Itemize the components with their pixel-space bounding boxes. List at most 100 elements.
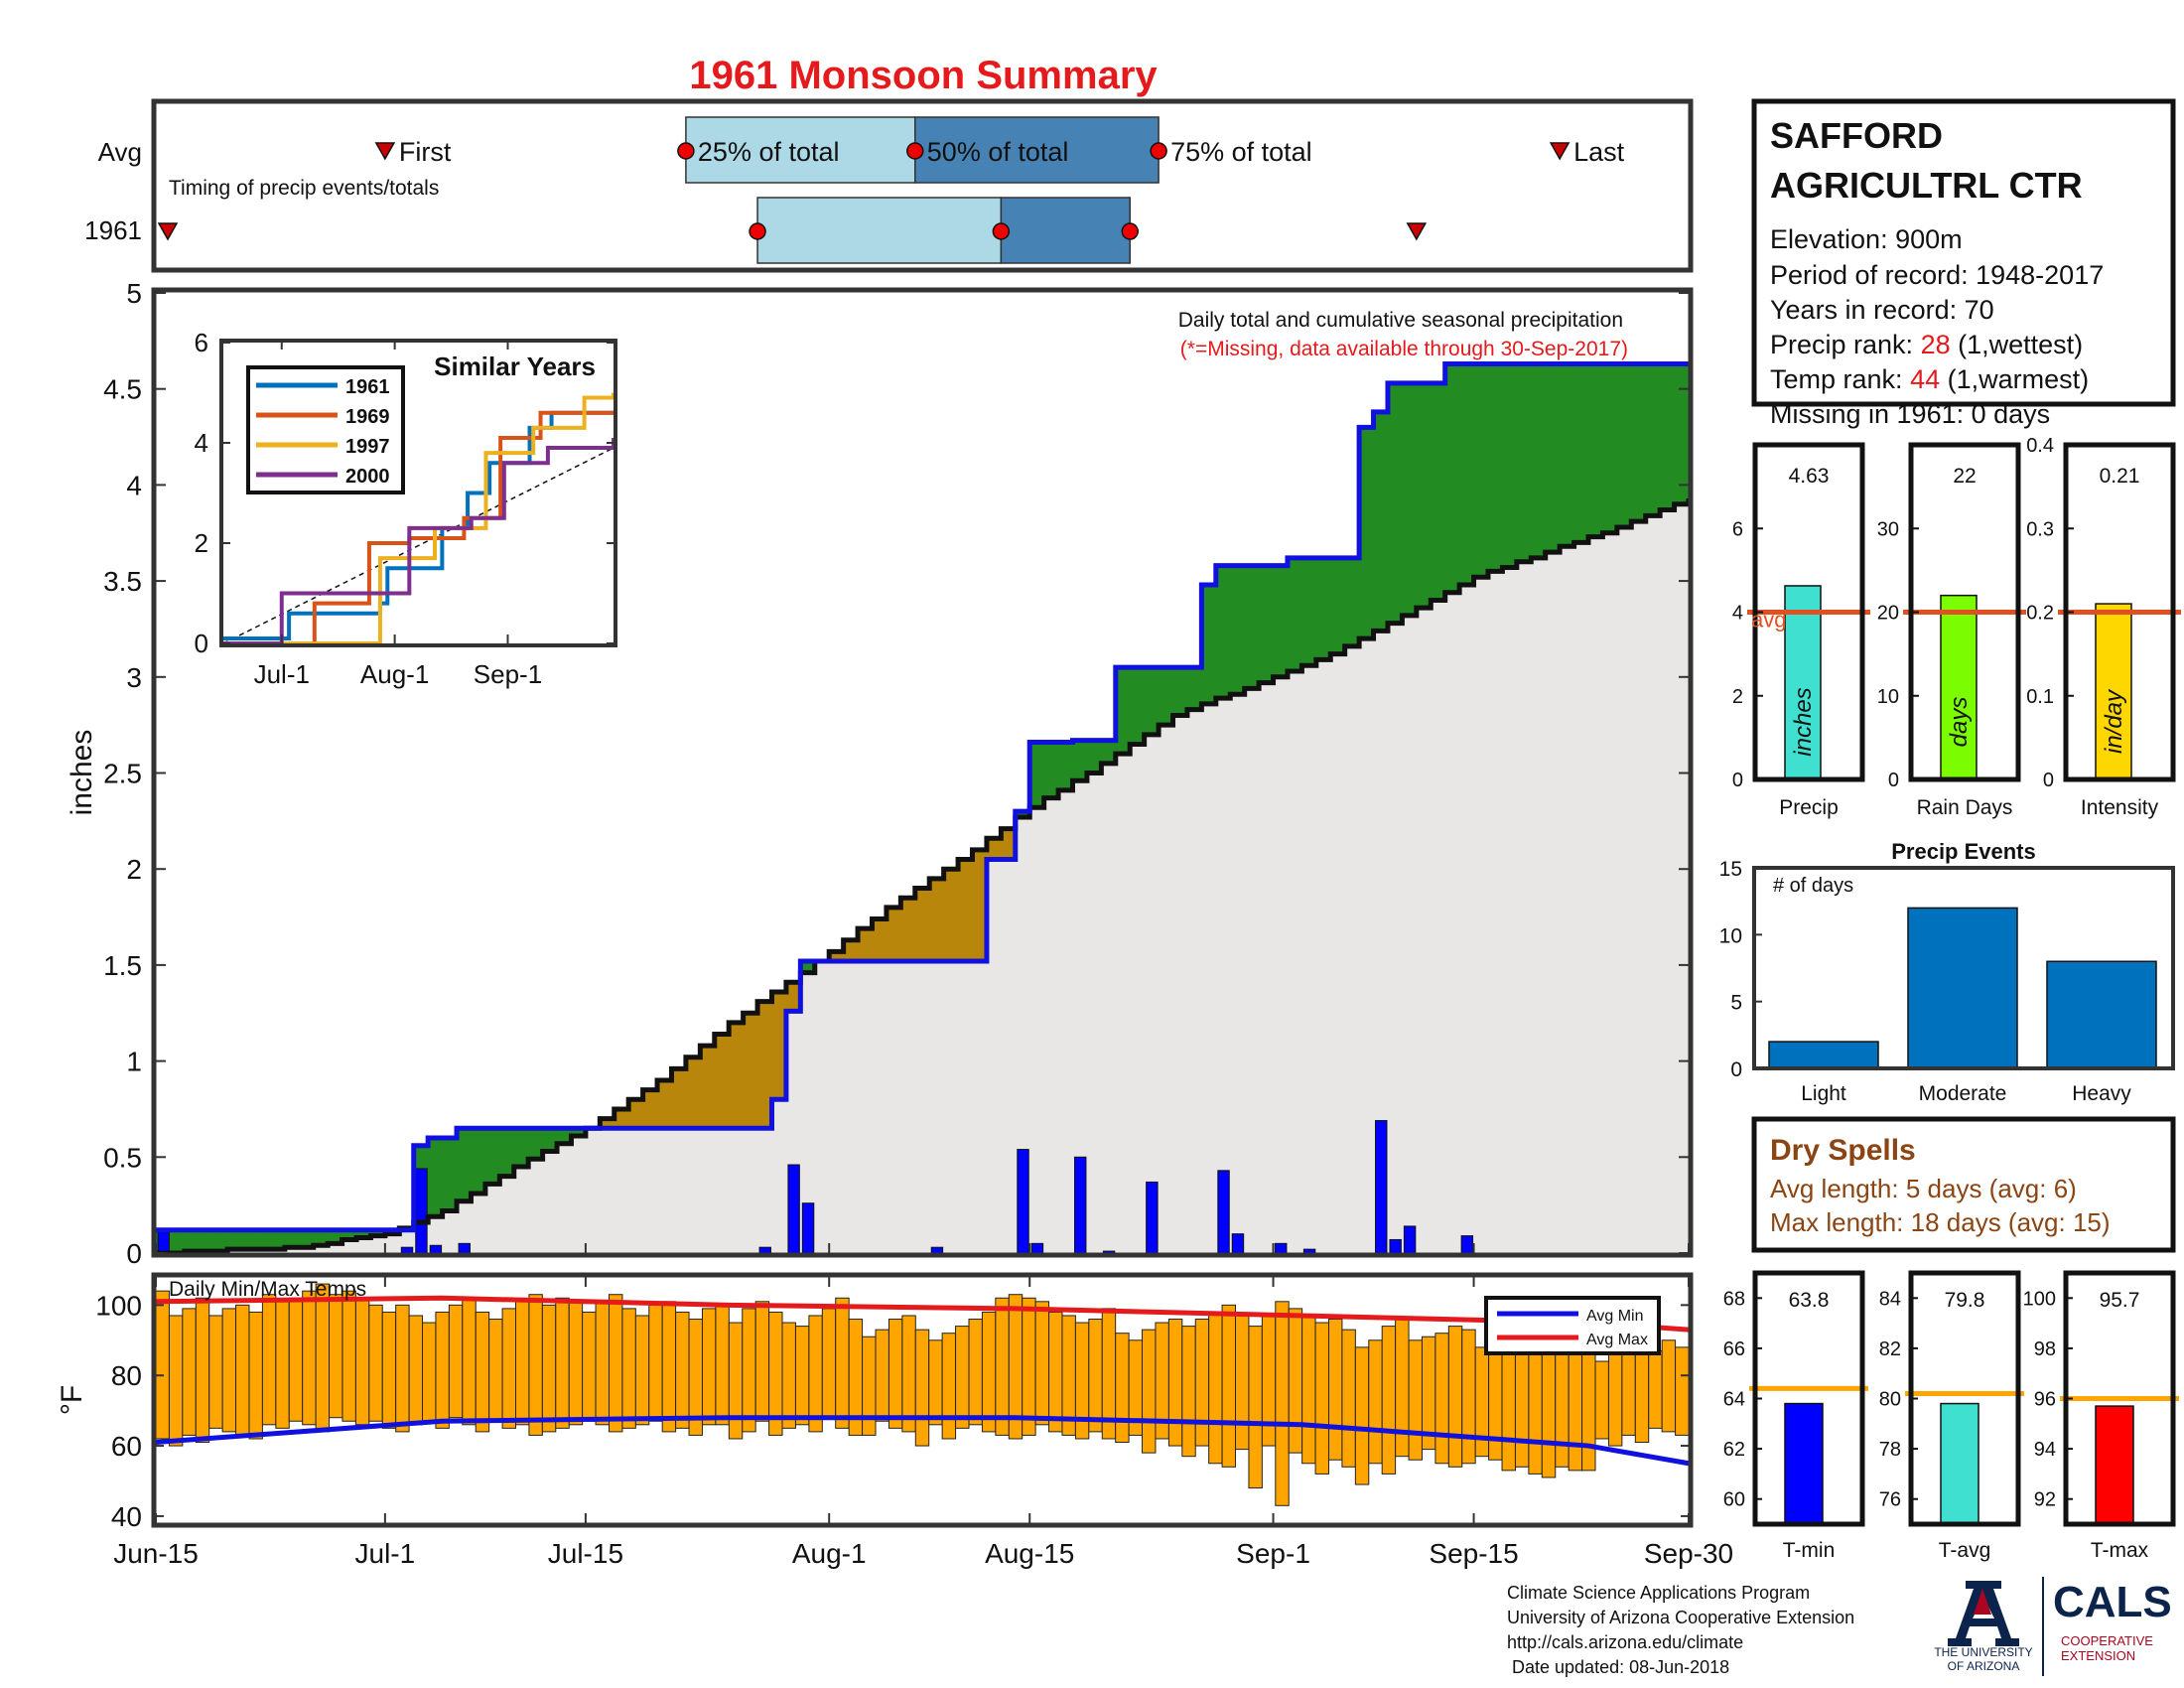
university-logo: THE UNIVERSITY OF ARIZONA CALS COOPERATI… [1934, 1577, 2172, 1676]
timing-percentile-marker [1121, 222, 1139, 240]
temp-summary-tick-label: 76 [1879, 1489, 1901, 1511]
below-average-area [628, 1099, 644, 1129]
temp-y-tick-label: 60 [111, 1431, 142, 1462]
daily-temp-bar [1607, 1339, 1623, 1447]
daily-precip-bar [400, 1246, 414, 1254]
daily-temp-bar [968, 1319, 983, 1426]
temp-y-tick-label: 40 [111, 1501, 142, 1532]
above-average-area [1560, 363, 1575, 547]
precip-events-title: Precip Events [1891, 839, 2036, 864]
summary-avg-label: avg [1751, 608, 1786, 633]
temp-summary-tick-label: 82 [1879, 1338, 1901, 1360]
above-average-area [284, 1229, 300, 1248]
similar-years-legend: 1961 1969 1997 2000 [246, 365, 405, 494]
daily-precip-bar [1275, 1242, 1288, 1254]
above-average-area [341, 1229, 357, 1240]
temp-summary-tick-label: 80 [1879, 1389, 1901, 1411]
above-average-area [471, 1128, 486, 1195]
precip-events-bars: 0 5 10 15 Light Moderate Heavy [1719, 858, 2157, 1105]
similar-years-lines [222, 392, 615, 645]
daily-temp-bar [1648, 1349, 1663, 1429]
daily-temp-bar [1434, 1333, 1449, 1465]
similar-year-line-1997 [223, 392, 615, 645]
daily-temp-bar [875, 1329, 889, 1422]
inset-x-tick-label: Jul-1 [254, 659, 310, 689]
daily-temp-bar [488, 1319, 503, 1422]
daily-temp-bar [1088, 1319, 1103, 1433]
above-average-area [1101, 740, 1117, 764]
temp-summary-value: 63.8 [1789, 1289, 1830, 1312]
daily-temp-bar [368, 1304, 383, 1422]
daily-precip-bar [930, 1246, 944, 1254]
footer-line-4: Date updated: 08-Jun-2018 [1512, 1657, 1729, 1677]
summary-tick-label: 4 [1732, 603, 1743, 625]
figure-title: 1961 Monsoon Summary [689, 54, 1158, 97]
above-average-area [1230, 565, 1246, 695]
x-tick-label: Jun-15 [113, 1538, 199, 1569]
daily-temp-bar [381, 1311, 397, 1429]
above-average-area [1058, 742, 1074, 790]
inset-y-tick-label: 4 [195, 428, 208, 458]
temp-summary-tick-label: 98 [2034, 1338, 2056, 1360]
above-average-area [1115, 667, 1131, 755]
daily-temp-bar [1395, 1319, 1410, 1458]
event-category-label: Moderate [1919, 1082, 2007, 1105]
station-name-1: SAFFORD [1770, 115, 1943, 156]
event-category-label: Heavy [2072, 1082, 2131, 1105]
daily-temp-bar [928, 1339, 943, 1426]
events-tick-label: 10 [1719, 924, 1742, 947]
above-average-area [800, 961, 816, 973]
year-50-75-box [1000, 197, 1131, 264]
temp-summary-bar [2095, 1405, 2134, 1525]
daily-temp-bar [408, 1315, 424, 1426]
below-average-area [914, 888, 930, 962]
above-average-area [1587, 363, 1604, 537]
below-average-area [771, 991, 787, 1100]
a-logo-icon [1948, 1581, 2019, 1646]
cals-logo-text: CALS [2053, 1578, 2172, 1626]
daily-temp-bar [1142, 1329, 1157, 1454]
above-average-area [542, 1128, 558, 1152]
temp-summary-label: T-min [1783, 1539, 1836, 1562]
daily-temp-bar [955, 1326, 970, 1429]
below-average-area [886, 907, 901, 962]
below-average-area [600, 1118, 615, 1129]
legend-avg-max: Avg Max [1586, 1332, 1648, 1348]
precip-y-tick-label: 2 [126, 854, 142, 885]
daily-temp-bar [1221, 1304, 1237, 1468]
temp-summary-label: T-avg [1939, 1539, 1991, 1562]
daily-temp-bar [835, 1297, 850, 1429]
daily-temp-bar [541, 1304, 557, 1433]
above-average-area [1244, 565, 1260, 689]
below-average-area [642, 1089, 658, 1129]
event-category-label: Light [1801, 1082, 1846, 1105]
footer: Climate Science Applications Program Uni… [1507, 1583, 1854, 1677]
daily-temp-bar [1488, 1342, 1503, 1461]
daily-temp-bar [168, 1315, 184, 1447]
daily-precip-bar [1030, 1242, 1044, 1254]
daily-temp-bar [648, 1304, 663, 1422]
temp-summary-tmax: 92 94 96 98 100 95.7 T-max [2023, 1270, 2179, 1562]
inset-y-tick-label: 2 [195, 528, 208, 558]
summary-tick-label: 2 [1732, 686, 1743, 708]
daily-temp-bar [1288, 1308, 1303, 1454]
below-average-area [714, 1034, 730, 1129]
avg-min-line [155, 1415, 1690, 1467]
daily-temp-bar [794, 1326, 810, 1426]
above-average-area [1502, 363, 1518, 568]
daily-temp-bar [195, 1297, 210, 1444]
above-average-area [1186, 667, 1202, 710]
temp-y-tick-label: 100 [95, 1290, 142, 1321]
avg-50-75-box [914, 116, 1160, 184]
daily-temp-bar [1167, 1319, 1183, 1447]
daily-precip-bar [1460, 1235, 1474, 1254]
daily-temp-bar [1541, 1346, 1557, 1478]
above-average-area [1660, 363, 1676, 510]
legend-label-2000: 2000 [345, 466, 390, 488]
above-average-area [1301, 557, 1317, 666]
summary-tick-label: 0 [1732, 770, 1743, 791]
x-tick-label: Sep-15 [1429, 1538, 1518, 1569]
station-precip-rank: Precip rank: 28 (1,wettest) [1770, 330, 2083, 359]
daily-temp-bar [1034, 1301, 1050, 1426]
x-tick-label: Sep-30 [1644, 1538, 1733, 1569]
